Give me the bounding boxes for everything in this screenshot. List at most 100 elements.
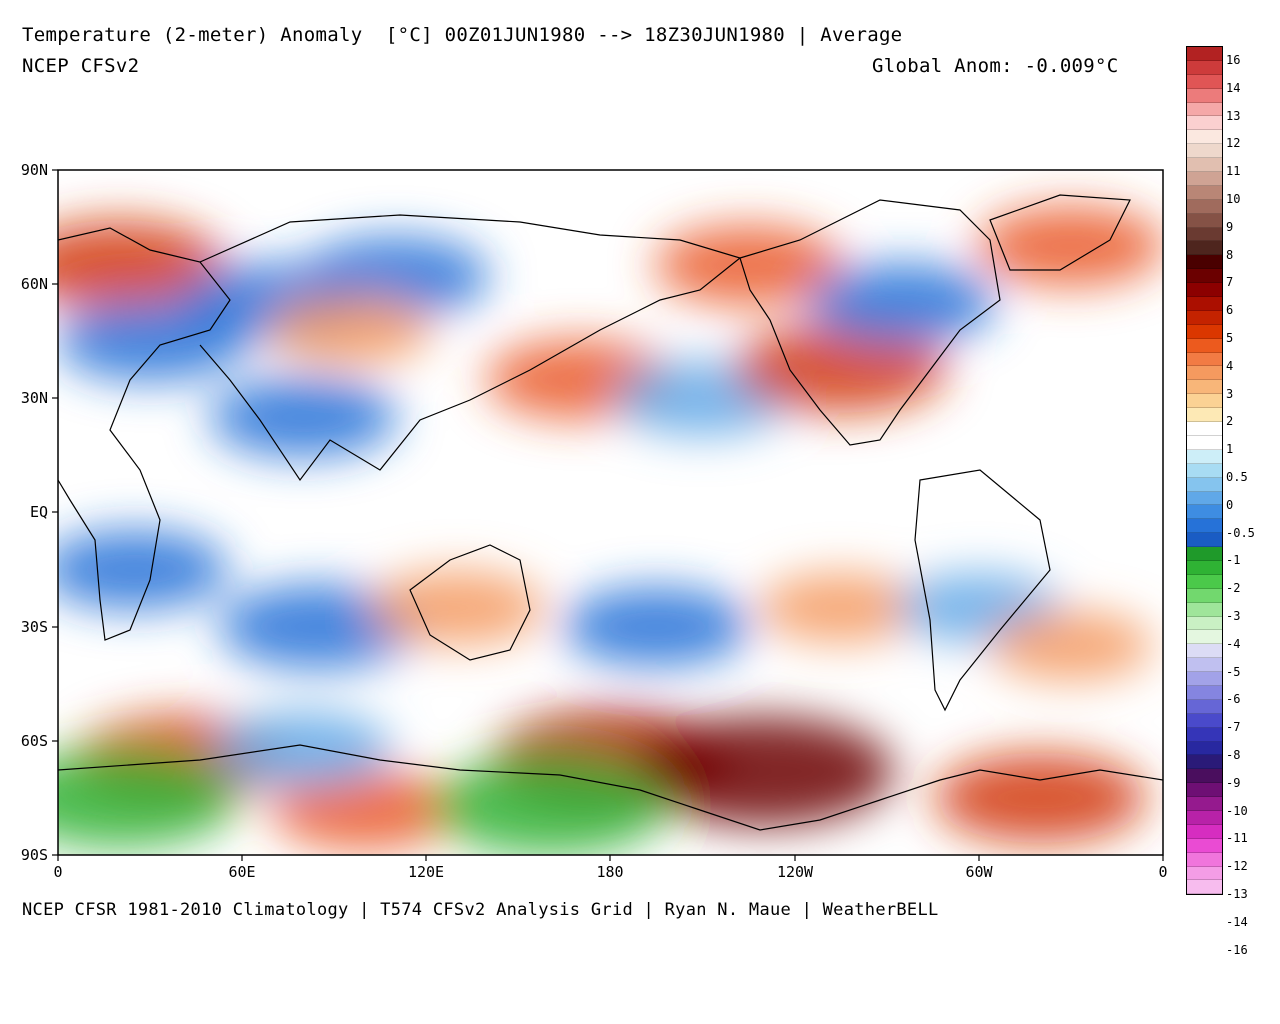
- colorbar-label: 5: [1226, 331, 1234, 345]
- lat-label-30s: 30S: [20, 618, 48, 636]
- colorbar-swatch: [1187, 810, 1222, 825]
- colorbar-label: -16: [1226, 942, 1248, 957]
- anomaly-region: [808, 263, 997, 344]
- axis-ticks: [52, 169, 1164, 861]
- colorbar-swatch: [1187, 658, 1222, 673]
- colorbar-label: 10: [1226, 192, 1241, 206]
- colorbar-swatch: [1187, 74, 1222, 89]
- colorbar-label: -0.5: [1226, 525, 1255, 540]
- colorbar-swatch: [1187, 505, 1222, 520]
- colorbar-label: -1: [1226, 553, 1241, 568]
- colorbar-swatch: [1187, 380, 1222, 395]
- colorbar-swatch: [1187, 477, 1222, 492]
- colorbar-swatch: [1187, 130, 1222, 145]
- colorbar-label: 16: [1226, 53, 1241, 67]
- colorbar-swatch: [1187, 741, 1222, 756]
- colorbar-swatch: [1187, 408, 1222, 423]
- colorbar-label: 9: [1226, 219, 1234, 234]
- coastlines: [58, 194, 1163, 831]
- colorbar-swatch: [1187, 283, 1222, 298]
- colorbar-swatch: [1187, 880, 1222, 895]
- global-anomaly-label: Global Anom: -0.009°C: [872, 55, 1119, 77]
- lat-label-60s: 60S: [20, 732, 48, 750]
- colorbar-label: -2: [1226, 581, 1241, 596]
- colorbar-label: 7: [1226, 275, 1234, 290]
- colorbar: [1186, 46, 1223, 896]
- colorbar-label: 0.5: [1226, 470, 1248, 484]
- anomaly-region: [633, 716, 894, 827]
- colorbar-swatch: [1187, 560, 1222, 575]
- lon-label-120e: 120E: [407, 863, 445, 881]
- colorbar-label: 6: [1226, 303, 1234, 318]
- lat-label-60n: 60N: [20, 275, 48, 293]
- colorbar-swatch: [1187, 533, 1222, 548]
- lon-label-120w: 120W: [776, 863, 814, 881]
- colorbar-label: 8: [1226, 247, 1234, 262]
- colorbar-swatch: [1187, 116, 1222, 131]
- colorbar-label: 14: [1226, 80, 1241, 95]
- colorbar-label: -11: [1226, 831, 1248, 846]
- colorbar-swatch: [1187, 644, 1222, 659]
- colorbar-swatch: [1187, 519, 1222, 534]
- lon-label-0-east: 0: [1158, 863, 1168, 881]
- anomaly-region: [431, 755, 668, 855]
- colorbar-swatch: [1187, 685, 1222, 700]
- colorbar-swatch: [1187, 838, 1222, 853]
- lat-label-90n: 90N: [20, 161, 48, 179]
- anomaly-region: [218, 584, 419, 670]
- anomaly-region: [270, 769, 459, 850]
- colorbar-label: -10: [1226, 803, 1248, 818]
- north-america-coast: [739, 199, 1001, 446]
- colorbar-swatch: [1187, 547, 1222, 561]
- colorbar-swatch: [1187, 435, 1222, 450]
- colorbar-label: -6: [1226, 692, 1241, 707]
- colorbar-swatch: [1187, 769, 1222, 784]
- colorbar-swatch: [1187, 866, 1222, 881]
- colorbar-swatch: [1187, 88, 1222, 103]
- anomaly-region: [758, 572, 923, 643]
- colorbar-swatch: [1187, 158, 1222, 173]
- anomaly-region: [934, 752, 1147, 843]
- lat-label-30n: 30N: [20, 389, 48, 407]
- colorbar-swatch: [1187, 713, 1222, 728]
- colorbar-swatch: [1187, 255, 1222, 270]
- colorbar-swatch: [1187, 199, 1222, 214]
- colorbar-swatch: [1187, 185, 1222, 200]
- colorbar-swatch: [1187, 60, 1222, 75]
- colorbar-label: -8: [1226, 748, 1241, 762]
- colorbar-swatch: [1187, 699, 1222, 714]
- colorbar-swatch: [1187, 227, 1222, 242]
- colorbar-label: -12: [1226, 859, 1248, 874]
- colorbar-label: 0: [1226, 497, 1234, 512]
- colorbar-swatch: [1187, 783, 1222, 798]
- anomaly-region: [369, 570, 546, 646]
- colorbar-swatch: [1187, 574, 1222, 589]
- anomaly-region: [267, 294, 432, 365]
- colorbar-swatch: [1187, 324, 1222, 339]
- colorbar-label: -4: [1226, 636, 1241, 651]
- anomaly-region: [988, 610, 1153, 681]
- colorbar-swatch: [1187, 422, 1222, 436]
- anomaly-region: [562, 586, 751, 667]
- colorbar-label: -3: [1226, 609, 1241, 623]
- anomaly-region: [209, 377, 398, 458]
- colorbar-swatch: [1187, 102, 1222, 117]
- colorbar-label: -14: [1226, 914, 1248, 929]
- colorbar-swatch: [1187, 727, 1222, 742]
- colorbar-swatch: [1187, 824, 1222, 839]
- colorbar-swatch: [1187, 352, 1222, 367]
- lat-label-90s: 90S: [20, 846, 48, 864]
- colorbar-swatch: [1187, 144, 1222, 159]
- colorbar-label: 12: [1226, 136, 1241, 151]
- footer-credits: NCEP CFSR 1981-2010 Climatology | T574 C…: [22, 900, 939, 920]
- colorbar-swatch: [1187, 602, 1222, 617]
- colorbar-label: 3: [1226, 386, 1234, 401]
- colorbar-swatch: [1187, 241, 1222, 256]
- colorbar-label: 2: [1226, 414, 1234, 429]
- chart-title: Temperature (2-meter) Anomaly [°C] 00Z01…: [22, 24, 903, 46]
- colorbar-swatch: [1187, 213, 1222, 228]
- south-america-coast: [914, 469, 1051, 712]
- colorbar-label: -5: [1226, 664, 1241, 679]
- colorbar-label: 13: [1226, 108, 1241, 123]
- anomaly-region: [215, 710, 392, 786]
